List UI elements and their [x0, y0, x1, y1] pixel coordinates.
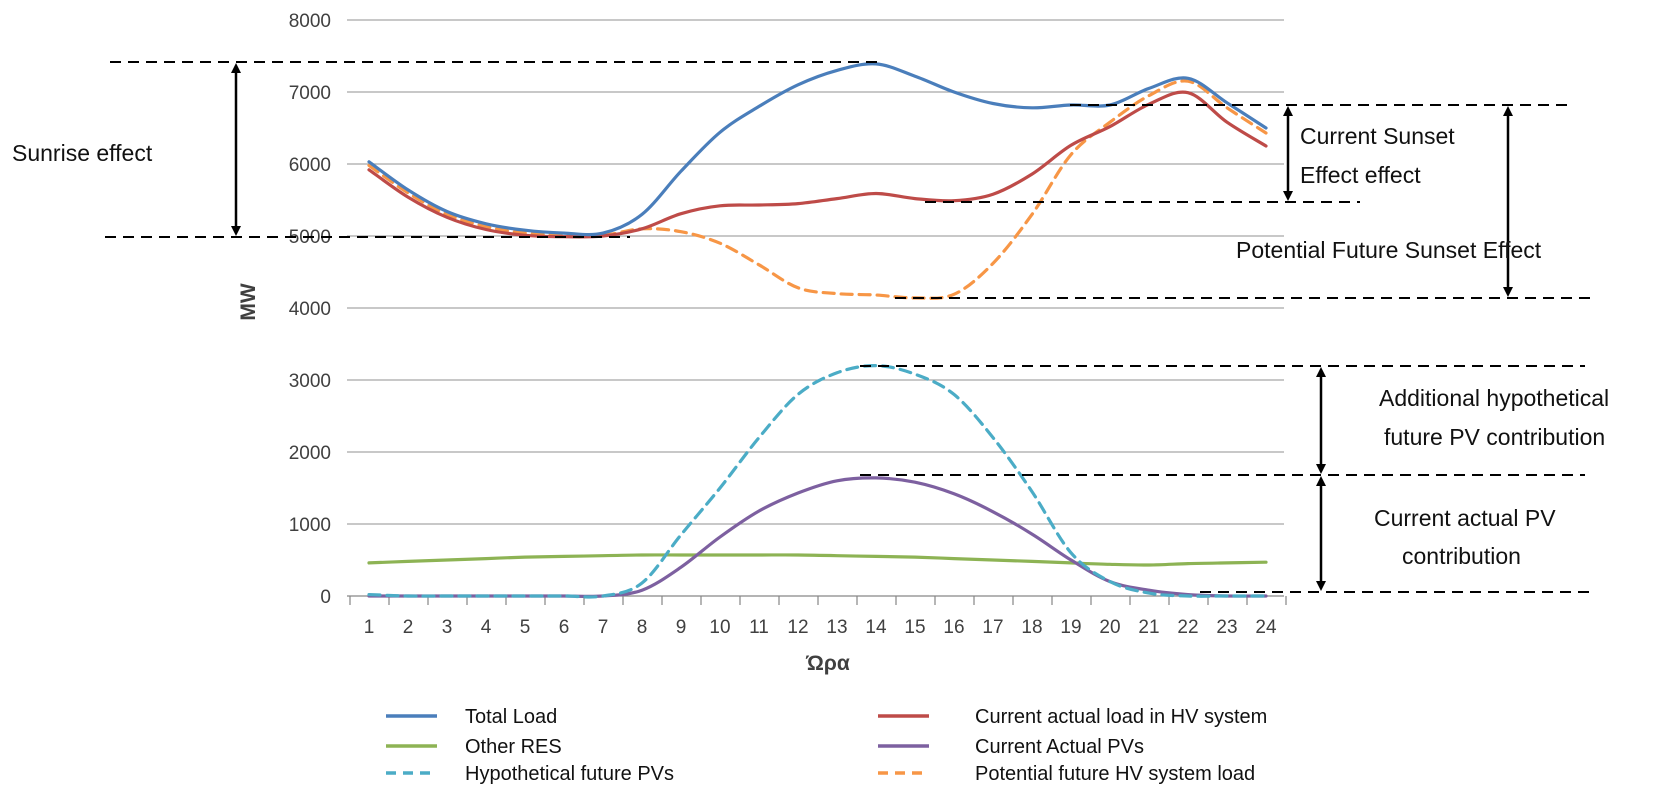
y-axis-title: MW [237, 283, 260, 320]
future-sunset-label: Potential Future Sunset Effect [1236, 237, 1542, 263]
series-line-current-actual-pvs [367, 476, 1268, 599]
x-tick-label: 18 [1021, 617, 1042, 638]
current-pv-label-line1: Current actual PV [1374, 505, 1556, 531]
legend: Total Load Other RES Hypothetical future… [386, 706, 1267, 785]
current-sunset-label-line1: Current Sunset [1300, 123, 1455, 149]
series-line-other-res [367, 553, 1268, 567]
legend-label-hypothetical-pv: Hypothetical future PVs [465, 763, 674, 785]
y-tick-label: 0 [320, 587, 331, 608]
x-tick-label: 2 [403, 617, 414, 638]
current-pv-label-line2: contribution [1402, 543, 1521, 569]
x-tick-label: 4 [481, 617, 492, 638]
x-tick-label: 23 [1216, 617, 1237, 638]
x-tick-label: 15 [904, 617, 925, 638]
x-tick-label: 13 [826, 617, 847, 638]
x-axis-title: Ώρα [805, 652, 850, 675]
x-tick-label: 16 [943, 617, 964, 638]
additional-pv-label-line1: Additional hypothetical [1379, 385, 1609, 411]
y-tick-label: 2000 [289, 443, 331, 464]
x-tick-label: 24 [1255, 617, 1277, 638]
x-tick-label: 6 [559, 617, 570, 638]
x-tick-label: 14 [865, 617, 887, 638]
series-line-hypothetical-future-pvs [367, 363, 1268, 599]
y-tick-label: 4000 [289, 299, 331, 320]
legend-label-actual-pv: Current Actual PVs [975, 736, 1144, 758]
annotation-arrows [231, 63, 1513, 591]
series-line-current-actual-load-in-hv-system [367, 90, 1268, 239]
x-tick-label: 3 [442, 617, 453, 638]
current-sunset-label-line2: Effect effect [1300, 162, 1421, 188]
annotation-lines [105, 61, 1590, 593]
series-line-potential-future-hv-system-load [367, 79, 1268, 300]
x-tick-label: 7 [598, 617, 609, 638]
x-tick-label: 19 [1060, 617, 1081, 638]
y-tick-label: 8000 [289, 11, 331, 32]
x-tick-label: 17 [982, 617, 1003, 638]
x-tick-label: 20 [1099, 617, 1120, 638]
y-tick-label: 7000 [289, 83, 331, 104]
legend-label-other-res: Other RES [465, 736, 562, 758]
x-tick-label: 12 [787, 617, 808, 638]
x-tick-label: 5 [520, 617, 531, 638]
x-tick-labels: 1 2 3 4 5 6 7 8 9 10 11 12 13 14 15 16 17 18 19 20 21 22 23 24 [349, 596, 1287, 638]
additional-pv-label-line2: future PV contribution [1384, 424, 1605, 450]
series-lines [367, 62, 1268, 599]
x-tick-label: 9 [676, 617, 687, 638]
x-tick-label: 1 [364, 617, 375, 638]
x-tick-label: 8 [637, 617, 648, 638]
legend-label-total-load: Total Load [465, 706, 557, 728]
x-tick-label: 22 [1177, 617, 1198, 638]
x-tick-label: 11 [749, 617, 769, 638]
y-tick-label: 6000 [289, 155, 331, 176]
x-tick-label: 10 [709, 617, 730, 638]
y-tick-label: 1000 [289, 515, 331, 536]
legend-label-hv-load: Current actual load in HV system [975, 706, 1267, 728]
y-tick-label: 3000 [289, 371, 331, 392]
x-tick-label: 21 [1138, 617, 1159, 638]
legend-label-future-hv-load: Potential future HV system load [975, 763, 1255, 785]
series-line-total-load [367, 62, 1268, 237]
sunrise-effect-label: Sunrise effect [12, 140, 153, 166]
